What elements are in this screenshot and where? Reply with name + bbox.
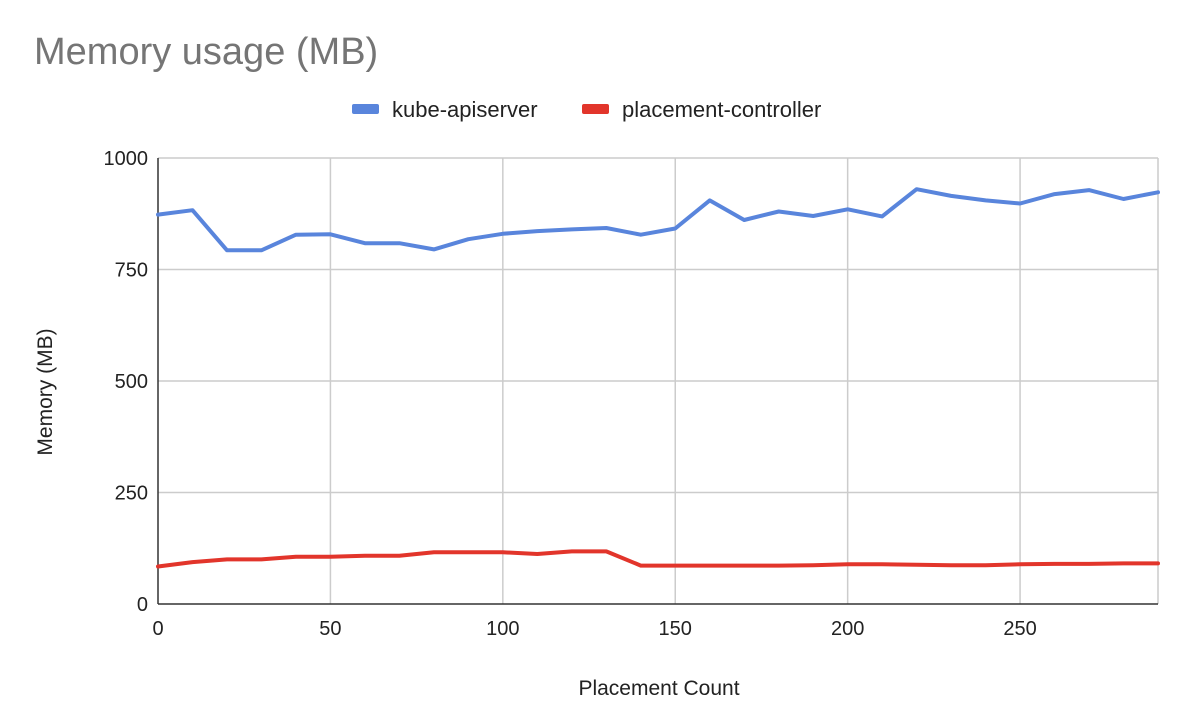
series-lines: [156, 187, 1160, 569]
y-tick-label: 0: [137, 594, 148, 616]
x-tick-label: 50: [319, 618, 341, 640]
chart-title: Memory usage (MB): [34, 31, 378, 73]
x-axis-ticks: 0 50 100 150 200 250: [152, 618, 1036, 640]
series-line-kube-apiserver: [156, 187, 1160, 253]
y-axis-ticks: 0 250 500 750 1000: [104, 148, 149, 616]
x-axis-label: Placement Count: [578, 677, 739, 700]
x-tick-label: 0: [152, 618, 163, 640]
legend-label: kube-apiserver: [392, 97, 538, 122]
x-tick-label: 150: [659, 618, 692, 640]
y-tick-label: 750: [115, 260, 148, 282]
series-line-placement-controller: [156, 549, 1160, 569]
legend-swatch: [352, 104, 379, 114]
legend-label: placement-controller: [622, 97, 821, 122]
legend: kube-apiserver placement-controller: [352, 97, 821, 122]
y-tick-label: 250: [115, 483, 148, 505]
x-tick-label: 100: [486, 618, 519, 640]
legend-swatch: [582, 104, 609, 114]
y-tick-label: 1000: [104, 148, 149, 170]
gridlines: [157, 157, 1159, 605]
y-axis-label: Memory (MB): [34, 328, 57, 455]
x-tick-label: 200: [831, 618, 864, 640]
x-tick-label: 250: [1003, 618, 1036, 640]
y-tick-label: 500: [115, 371, 148, 393]
